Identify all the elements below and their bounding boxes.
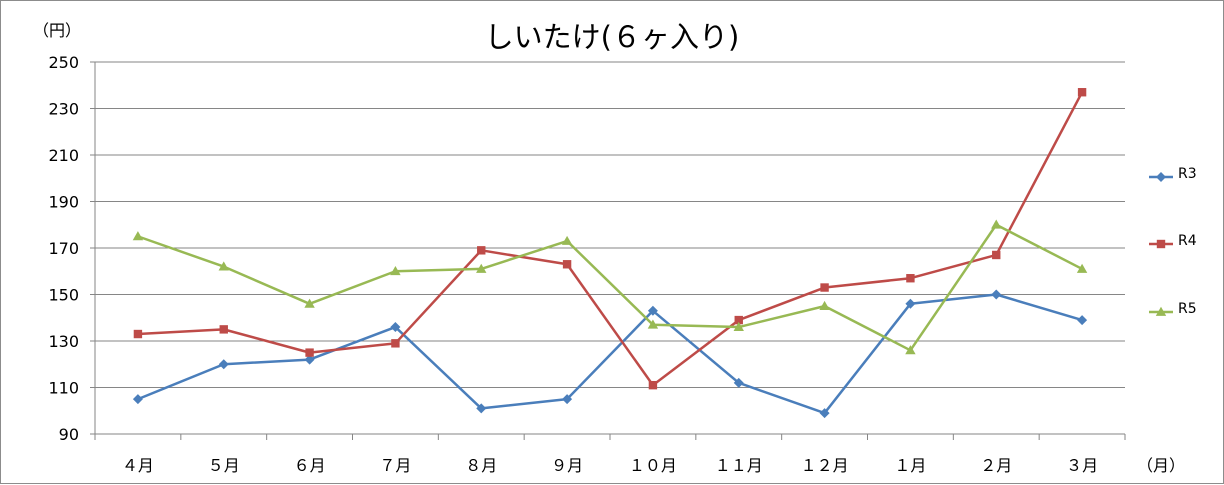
series-r3-point	[562, 394, 573, 405]
series-r5-point	[647, 319, 659, 329]
series-r5-point	[819, 300, 830, 311]
y-tick-label: 110	[48, 379, 79, 398]
series-r3-point	[476, 403, 487, 414]
y-tick-label: 130	[48, 332, 79, 351]
x-tick-label: ６月	[294, 456, 326, 475]
grid-layer	[95, 61, 1125, 388]
series-r5-point	[733, 321, 744, 331]
series-r5-point	[390, 266, 401, 276]
series-r4-point	[734, 315, 743, 325]
x-tick-label: １月	[894, 456, 926, 475]
legend-item-r5: R5	[1149, 301, 1197, 317]
series-r4-point	[820, 283, 829, 292]
y-tick-label: 190	[48, 193, 79, 212]
series-r3-point	[304, 354, 315, 365]
y-tick-label: 150	[48, 286, 79, 305]
series-r4-point	[219, 325, 228, 334]
legend-item-r3: R3	[1149, 166, 1197, 182]
series-r3-point	[218, 359, 229, 370]
x-tick-label: ３月	[1066, 456, 1098, 475]
series-r4-point	[562, 260, 572, 269]
series-r3-point	[1077, 315, 1088, 326]
legend: R3 R4 R5	[1149, 166, 1197, 317]
legend-swatch-marker	[1155, 306, 1167, 316]
series-r5-point	[561, 235, 573, 245]
series-r4-point	[477, 246, 486, 255]
x-tick-label: ５月	[208, 456, 240, 475]
y-tick-label: 210	[48, 146, 79, 165]
legend-swatch-marker	[1156, 172, 1166, 182]
series-r4-point	[305, 348, 314, 357]
x-tick-label: ７月	[379, 456, 411, 475]
series-r3-point	[991, 289, 1002, 300]
series-r3-point	[647, 305, 658, 316]
x-tick-label: ４月	[122, 456, 154, 475]
y-tick-label: 230	[48, 100, 79, 119]
axis-layer: 90 110 130 150 170 190 210 230 250 ４月 ５月 ６月 ７月 ８月 ９月 １０…	[48, 53, 1126, 475]
series-r5-point	[132, 231, 144, 241]
series-r3-point	[905, 298, 916, 309]
series-r3-point	[132, 394, 143, 405]
series-r3-point	[733, 377, 744, 388]
y-tick-label: 170	[48, 239, 79, 258]
series-r5-point	[218, 261, 229, 271]
series-r4-point	[391, 339, 400, 348]
legend-label: R3	[1178, 166, 1197, 182]
series-r5	[132, 219, 1088, 355]
x-axis-unit-label: （月）	[1137, 456, 1185, 475]
y-tick-label: 90	[59, 425, 79, 444]
x-tick-label: １１月	[715, 456, 763, 475]
series-r3-point	[390, 322, 401, 333]
series-r5-point	[476, 263, 487, 273]
series-r5-point	[1076, 263, 1088, 273]
series-r3-point	[819, 408, 830, 419]
x-tick-label: ２月	[980, 456, 1012, 475]
series-r4	[133, 88, 1087, 390]
series-r5-line	[137, 223, 1083, 352]
series-r5-point	[991, 219, 1002, 229]
x-tick-label: １０月	[629, 456, 677, 475]
x-tick-label: ８月	[465, 456, 497, 475]
series-r4-point	[992, 250, 1001, 260]
series-r4-point	[906, 274, 915, 283]
series-r3-line	[137, 293, 1083, 415]
series-r4-line	[137, 91, 1084, 387]
y-axis-unit-label: （円）	[33, 21, 81, 40]
legend-label: R4	[1178, 233, 1197, 249]
series-r5-point	[905, 345, 916, 355]
legend-swatch-marker	[1156, 239, 1166, 249]
series-r4-point	[648, 380, 658, 390]
x-tick-label: １２月	[801, 456, 849, 475]
series-layer	[132, 88, 1088, 419]
series-r3	[132, 289, 1088, 419]
x-tick-label: ９月	[551, 456, 583, 475]
y-tick-label: 250	[48, 53, 79, 72]
series-r4-point	[1077, 88, 1087, 97]
chart-title: しいたけ(６ヶ入り)	[485, 20, 740, 54]
legend-item-r4: R4	[1149, 233, 1197, 249]
legend-label: R5	[1178, 301, 1197, 317]
series-r4-point	[133, 329, 143, 339]
series-r5-point	[304, 298, 315, 308]
